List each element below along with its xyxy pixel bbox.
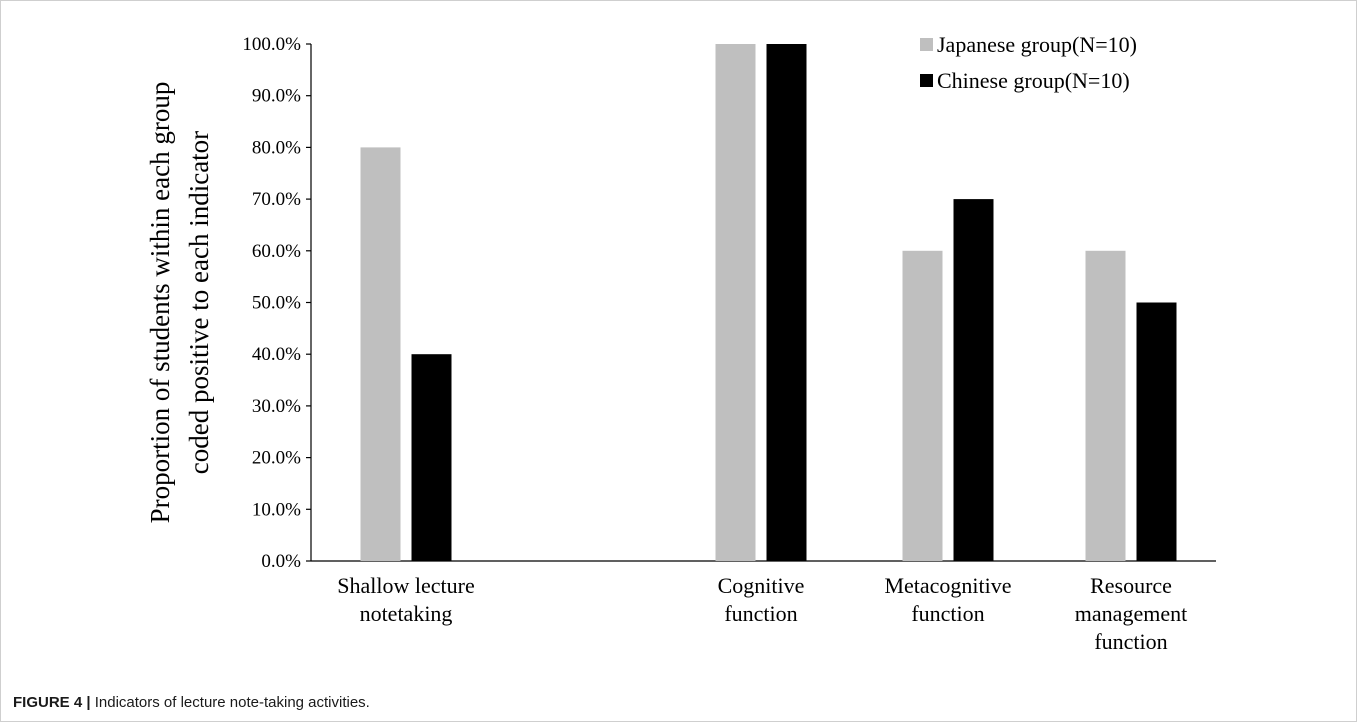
y-tick-label: 60.0%: [252, 241, 301, 262]
y-tick-label: 50.0%: [252, 293, 301, 314]
category-label: Metacognitive function: [884, 573, 1011, 626]
bar-chart: 0.0% 10.0% 20.0% 30.0% 40.0% 50.0% 60.0% 70.0% 8…: [145, 32, 1216, 654]
y-tick-label: 80.0%: [252, 137, 301, 158]
legend-label: Chinese group(N=10): [937, 68, 1130, 93]
legend-swatch: [920, 74, 933, 87]
bar-chinese-1: [766, 44, 807, 561]
figure-caption: FIGURE 4 | Indicators of lecture note-ta…: [13, 694, 370, 711]
chart-legend: Japanese group(N=10) Chinese group(N=10): [920, 32, 1137, 93]
caption-text: Indicators of lecture note-taking activi…: [94, 694, 370, 711]
figure-label: FIGURE 4 |: [13, 694, 91, 711]
category-label: Resource management function: [1075, 573, 1187, 654]
legend-swatch: [920, 38, 933, 51]
y-tick-label: 10.0%: [252, 499, 301, 520]
y-tick-label: 30.0%: [252, 396, 301, 417]
bar-japanese-3: [1085, 250, 1126, 562]
y-tick-labels: 0.0% 10.0% 20.0% 30.0% 40.0% 50.0% 60.0% 70.0% 8…: [242, 34, 301, 572]
chart-axes: [306, 43, 1216, 562]
y-tick-label: 100.0%: [242, 34, 301, 55]
category-label: Cognitive function: [718, 573, 805, 626]
y-tick-label: 90.0%: [252, 86, 301, 107]
legend-label: Japanese group(N=10): [937, 32, 1137, 57]
y-tick-label: 20.0%: [252, 448, 301, 469]
category-labels: Shallow lecture notetaking Cognitive functi…: [337, 573, 1187, 654]
bar-chinese-2: [953, 199, 994, 561]
y-tick-label: 70.0%: [252, 189, 301, 210]
y-axis-label-line: coded positive to each indicator: [184, 131, 214, 474]
bar-chinese-3: [1136, 302, 1177, 561]
y-axis-label-line: Proportion of students within each group: [145, 82, 175, 524]
bar-japanese-1: [715, 44, 756, 561]
bar-japanese-0: [360, 147, 401, 561]
category-label: Shallow lecture notetaking: [337, 573, 474, 626]
y-axis-label: Proportion of students within each group…: [145, 82, 214, 524]
y-tick-label: 40.0%: [252, 344, 301, 365]
y-tick-label: 0.0%: [261, 551, 301, 572]
bar-japanese-2: [902, 250, 943, 562]
chart-bars: [360, 44, 1177, 562]
bar-chinese-0: [411, 354, 452, 561]
